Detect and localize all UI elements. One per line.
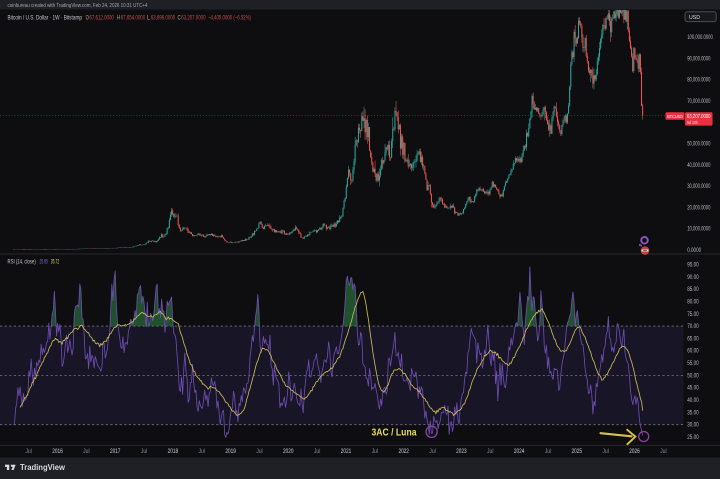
- svg-text:63,696.0000: 63,696.0000: [151, 14, 176, 21]
- svg-text:O: O: [86, 14, 89, 21]
- svg-text:L: L: [147, 14, 151, 21]
- svg-text:−4,405.0000 (−6.52%): −4,405.0000 (−6.52%): [208, 14, 251, 21]
- svg-text:TradingView: TradingView: [20, 463, 66, 472]
- svg-text:0.0000: 0.0000: [687, 248, 701, 254]
- svg-text:35.00: 35.00: [687, 410, 699, 416]
- svg-text:80,000.0000: 80,000.0000: [687, 78, 711, 84]
- svg-text:Jul: Jul: [372, 449, 379, 455]
- svg-text:Jul: Jul: [199, 449, 206, 455]
- svg-text:coinbureau created with Tradin: coinbureau created with TradingView.com,…: [8, 3, 148, 9]
- svg-text:2017: 2017: [110, 449, 121, 455]
- svg-text:20,000.0000: 20,000.0000: [687, 205, 711, 211]
- svg-text:Jul: Jul: [660, 449, 667, 455]
- svg-text:2021: 2021: [341, 449, 352, 455]
- svg-text:25.00: 25.00: [687, 435, 699, 441]
- svg-text:50.00: 50.00: [687, 373, 699, 379]
- svg-text:C: C: [178, 14, 182, 21]
- svg-text:30.00: 30.00: [687, 423, 699, 429]
- svg-text:BTCUSD: BTCUSD: [667, 114, 683, 119]
- svg-text:RSI (14, close): RSI (14, close): [8, 260, 36, 266]
- svg-text:2025: 2025: [572, 449, 583, 455]
- svg-text:5d 10h: 5d 10h: [687, 120, 698, 126]
- svg-text:USD: USD: [689, 15, 700, 21]
- svg-text:90,000.0000: 90,000.0000: [687, 56, 711, 62]
- svg-text:55.00: 55.00: [687, 361, 699, 367]
- svg-text:60.00: 60.00: [687, 349, 699, 355]
- svg-text:40.00: 40.00: [687, 398, 699, 404]
- svg-text:25.65: 25.65: [40, 260, 49, 266]
- svg-text:45.00: 45.00: [687, 386, 699, 392]
- svg-text:70,000.0000: 70,000.0000: [687, 99, 711, 105]
- svg-text:Jul: Jul: [545, 449, 552, 455]
- svg-text:Jul: Jul: [487, 449, 494, 455]
- svg-text:30,000.0000: 30,000.0000: [687, 184, 711, 190]
- svg-text:80.00: 80.00: [687, 299, 699, 305]
- svg-text:70.00: 70.00: [687, 324, 699, 330]
- svg-text:2024: 2024: [514, 449, 525, 455]
- svg-text:Jul: Jul: [602, 449, 609, 455]
- svg-text:85.00: 85.00: [687, 287, 699, 293]
- svg-text:2019: 2019: [225, 449, 236, 455]
- svg-text:Jul: Jul: [256, 449, 263, 455]
- svg-text:2022: 2022: [398, 449, 409, 455]
- svg-text:3AC / Luna: 3AC / Luna: [372, 428, 417, 439]
- svg-text:90.00: 90.00: [687, 275, 699, 281]
- svg-text:50,000.0000: 50,000.0000: [687, 142, 711, 148]
- svg-text:Jul: Jul: [314, 449, 321, 455]
- svg-text:67,612.0000: 67,612.0000: [89, 14, 114, 21]
- svg-text:Jul: Jul: [25, 449, 32, 455]
- svg-text:Jul: Jul: [141, 449, 148, 455]
- svg-text:100,000.0000: 100,000.0000: [687, 35, 713, 41]
- svg-text:63,207.0000: 63,207.0000: [687, 114, 711, 120]
- svg-text:2018: 2018: [168, 449, 179, 455]
- svg-text:63,207.0000: 63,207.0000: [181, 14, 206, 21]
- svg-text:H: H: [117, 14, 120, 21]
- svg-text:40,000.0000: 40,000.0000: [687, 163, 711, 169]
- svg-text:2020: 2020: [283, 449, 294, 455]
- svg-text:Jul: Jul: [429, 449, 436, 455]
- svg-text:95.00: 95.00: [687, 262, 699, 268]
- svg-text:65.00: 65.00: [687, 336, 699, 342]
- svg-text:2016: 2016: [52, 449, 63, 455]
- svg-text:Bitcoin / U.S. Dollar · 1W · B: Bitcoin / U.S. Dollar · 1W · Bitstamp: [8, 15, 83, 21]
- svg-text:75.00: 75.00: [687, 312, 699, 318]
- svg-text:2026: 2026: [629, 449, 640, 455]
- svg-text:35.72: 35.72: [51, 260, 60, 266]
- svg-text:67,654.0000: 67,654.0000: [121, 14, 146, 21]
- svg-text:10,000.0000: 10,000.0000: [687, 227, 711, 233]
- svg-text:Jul: Jul: [83, 449, 90, 455]
- svg-text:2023: 2023: [456, 449, 467, 455]
